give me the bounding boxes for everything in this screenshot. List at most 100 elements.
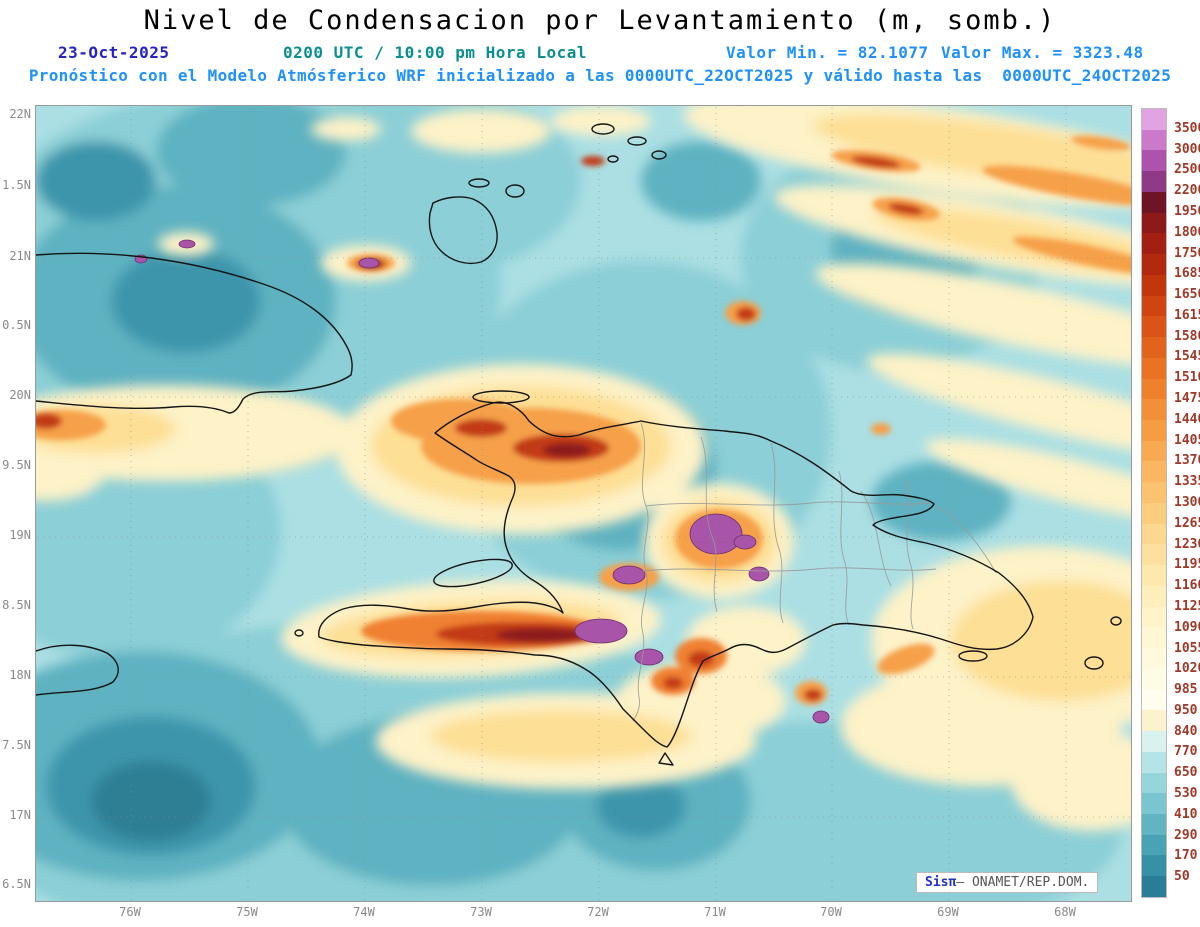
colorbar-cell: [1142, 710, 1166, 732]
colorbar-cell: [1142, 544, 1166, 566]
field-orange-red: [16, 135, 1170, 705]
colorbar: [1141, 108, 1167, 898]
colorbar-cell: [1142, 585, 1166, 607]
coastline-caicos-2: [627, 136, 647, 146]
max-value-label: Valor Max. = 3323.48: [941, 43, 1144, 62]
colorbar-label: 770: [1174, 744, 1198, 760]
y-axis-tick: 22N: [9, 107, 31, 121]
colorbar-cell: [1142, 731, 1166, 752]
y-axis-tick: 7.5N: [2, 738, 31, 752]
coastlines: [35, 123, 1122, 766]
colorbar-cell: [1142, 751, 1166, 773]
colorbar-label: 1685: [1174, 266, 1200, 282]
colorbar-label: 1160: [1174, 578, 1200, 594]
colorbar-label: 1300: [1174, 495, 1200, 510]
x-axis-tick: 71W: [704, 905, 726, 919]
coastline-beata: [658, 752, 674, 766]
valid-time-label: 0200 UTC / 10:00 pm Hora Local: [283, 43, 587, 62]
coastline-jamaica: [35, 644, 119, 696]
colorbar-cell: [1142, 254, 1166, 275]
colorbar-label: 1510: [1174, 370, 1200, 386]
colorbar-label: 170: [1174, 848, 1198, 864]
y-axis-tick: 6.5N: [2, 877, 31, 891]
colorbar-label: 1475: [1174, 391, 1200, 407]
colorbar-cell: [1142, 565, 1166, 586]
colorbar-cell: [1142, 855, 1166, 877]
y-axis-tick: 0.5N: [2, 318, 31, 332]
colorbar-cell: [1142, 337, 1166, 358]
colorbar-cell: [1142, 689, 1166, 711]
colorbar-label: 1335: [1174, 474, 1200, 490]
colorbar-cell: [1142, 627, 1166, 649]
forecast-description: Pronóstico con el Modelo Atmósferico WRF…: [28, 66, 1172, 85]
colorbar-cell: [1142, 648, 1166, 669]
colorbar-cell: [1142, 316, 1166, 338]
page-title: Nivel de Condensacion por Levantamiento …: [143, 5, 1057, 36]
date-label: 23-Oct-2025: [58, 43, 170, 62]
y-axis-tick: 1.5N: [2, 178, 31, 192]
x-axis-tick: 68W: [1054, 905, 1076, 919]
y-axis-tick: 17N: [9, 808, 31, 822]
colorbar-cell: [1142, 274, 1166, 296]
colorbar-cell: [1142, 129, 1166, 151]
coastline-caicos-3: [607, 155, 619, 163]
colorbar-cell: [1142, 295, 1166, 317]
colorbar-cell: [1142, 876, 1166, 897]
coastline-mayaguana: [468, 178, 490, 188]
x-axis-tick: 70W: [820, 905, 842, 919]
colorbar-cell: [1142, 233, 1166, 255]
colorbar-label: 985: [1174, 682, 1198, 698]
y-axis-tick: 21N: [9, 249, 31, 263]
colorbar-label: 530: [1174, 786, 1198, 802]
x-axis-tick: 69W: [937, 905, 959, 919]
colorbar-label: 650: [1174, 765, 1198, 781]
colorbar-cell: [1142, 171, 1166, 192]
colorbar-label: 1370: [1174, 453, 1200, 469]
y-axis-tick: 8.5N: [2, 598, 31, 612]
coastline-little-inagua: [505, 184, 525, 198]
colorbar-label: 1580: [1174, 328, 1200, 344]
y-axis-tick: 20N: [9, 388, 31, 402]
colorbar-label: 50: [1174, 869, 1190, 885]
coastline-turks: [651, 150, 667, 160]
colorbar-cell: [1142, 482, 1166, 503]
colorbar-cell: [1142, 191, 1166, 213]
colorbar-cell: [1142, 793, 1166, 814]
colorbar-cell: [1142, 109, 1166, 130]
min-value-label: Valor Min. = 82.1077: [726, 43, 929, 62]
watermark-brand: Sisπ: [925, 875, 957, 890]
colorbar-label: 1800: [1174, 224, 1200, 240]
colorbar-label: 1125: [1174, 598, 1200, 614]
colorbar-cell: [1142, 420, 1166, 441]
colorbar-label: 1090: [1174, 619, 1200, 635]
colorbar-label: 410: [1174, 806, 1198, 822]
colorbar-cell: [1142, 606, 1166, 628]
colorbar-label: 1750: [1174, 245, 1200, 261]
coastline-great-inagua: [428, 196, 498, 265]
colorbar-cell: [1142, 150, 1166, 172]
x-axis-tick: 76W: [119, 905, 141, 919]
colorbar-cell: [1142, 357, 1166, 379]
coastline-gonave: [433, 558, 513, 588]
colorbar-label: 1650: [1174, 287, 1200, 303]
colorbar-label: 2200: [1174, 183, 1200, 199]
coastline-tortuga: [472, 390, 530, 404]
colorbar-cell: [1142, 813, 1166, 835]
coastline-desecheo: [1110, 616, 1122, 626]
colorbar-cell: [1142, 523, 1166, 545]
colorbar-label: 2500: [1174, 162, 1200, 178]
colorbar-label: 1195: [1174, 557, 1200, 573]
colorbar-label: 1055: [1174, 640, 1200, 656]
x-axis-tick: 74W: [353, 905, 375, 919]
coastline-cuba: [35, 252, 353, 414]
map-canvas: [0, 86, 1200, 927]
coastline-saona: [958, 650, 988, 662]
watermark-badge: Sisπ– ONAMET/REP.DOM.: [916, 872, 1099, 893]
coastline-navassa: [294, 629, 304, 637]
map-plot-area: [0, 86, 1200, 927]
colorbar-label: 290: [1174, 827, 1198, 843]
colorbar-cell: [1142, 378, 1166, 400]
colorbar-cell: [1142, 834, 1166, 856]
colorbar-label: 1405: [1174, 432, 1200, 448]
border-haiti-dr: [632, 422, 649, 722]
